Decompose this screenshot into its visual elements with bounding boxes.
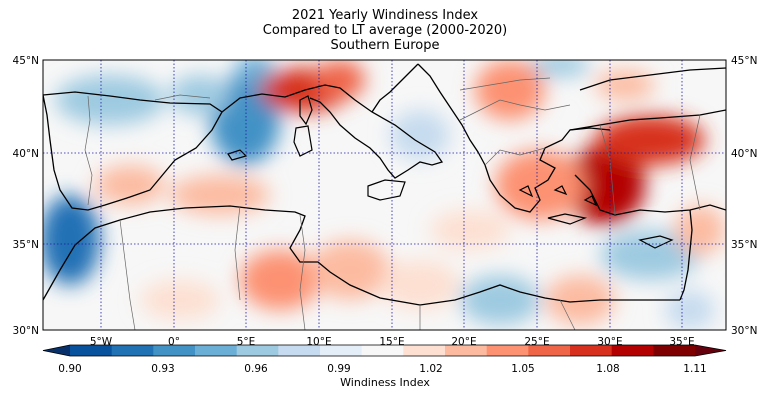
colorbar-swatch [528, 345, 571, 356]
colorbar-swatch [653, 345, 696, 356]
colorbar-tick: 1.11 [683, 363, 706, 375]
lat-labels-right: 45°N 40°N 35°N 30°N [731, 55, 757, 337]
coastlines [43, 63, 726, 306]
country-borders [84, 77, 701, 330]
colorbar-swatch [153, 345, 196, 356]
anomaly-high [310, 240, 390, 300]
anomaly-low [530, 60, 590, 77]
anomaly-high [240, 250, 320, 310]
lat-label: 30°N [731, 325, 757, 337]
colorbar-tick: 1.08 [596, 363, 619, 375]
colorbar-tick: 1.05 [511, 363, 534, 375]
colorbar [42, 344, 727, 357]
anomaly-high [430, 210, 510, 250]
colorbar-swatch [195, 345, 238, 356]
map-title: 2021 Yearly Windiness Index Compared to … [0, 8, 770, 53]
anomaly-high [545, 275, 615, 325]
colorbar-swatch [70, 345, 113, 356]
title-line-2: Compared to LT average (2000-2020) [262, 23, 508, 38]
colorbar-swatch [111, 345, 154, 356]
colorbar-swatch [278, 345, 321, 356]
anomaly-low [55, 75, 165, 125]
title-line-3: Southern Europe [330, 38, 440, 53]
anomaly-low [665, 290, 715, 330]
lat-label: 40°N [13, 148, 39, 160]
anomaly-high [95, 165, 165, 205]
anomaly-high [595, 70, 655, 100]
lat-label: 45°N [13, 55, 39, 67]
colorbar-swatch [361, 345, 404, 356]
colorbar-label: Windiness Index [340, 376, 430, 389]
lat-label: 35°N [731, 239, 757, 251]
anomaly-high [565, 145, 645, 225]
colorbar-swatch [486, 345, 529, 356]
colorbar-swatch [403, 345, 446, 356]
colorbar-ticks: 0.90 0.93 0.96 0.99 1.02 1.05 1.08 1.11 [58, 363, 706, 375]
colorbar-tick: 1.02 [419, 363, 442, 375]
lat-label: 35°N [13, 239, 39, 251]
lat-label: 30°N [13, 325, 39, 337]
anomaly-low [390, 110, 450, 160]
colorbar-extend-low [43, 345, 70, 356]
lon-label: 0° [168, 336, 180, 348]
colorbar-tick: 0.99 [327, 363, 350, 375]
anomaly-high [380, 260, 460, 310]
anomaly-low [170, 75, 230, 115]
anomaly-low [600, 230, 700, 280]
anomaly-high [315, 60, 365, 100]
colorbar-outline [42, 344, 727, 357]
map-area [43, 60, 726, 330]
anomaly-low [43, 195, 100, 285]
graticule [43, 60, 726, 330]
colorbar-tick: 0.93 [151, 363, 174, 375]
anomaly-low [460, 275, 540, 325]
colorbar-swatch [445, 345, 488, 356]
colorbar-swatch [236, 345, 279, 356]
colorbar-extend-high [695, 345, 726, 356]
title-line-1: 2021 Yearly Windiness Index [291, 8, 479, 23]
colorbar-swatch [570, 345, 613, 356]
anomaly-high [595, 115, 705, 165]
anomaly-high [475, 60, 545, 120]
colorbar-swatch [611, 345, 654, 356]
windiness-field [43, 60, 725, 330]
lat-label: 45°N [731, 55, 757, 67]
anomaly-low [235, 60, 275, 85]
lat-label: 40°N [731, 148, 757, 160]
colorbar-tick: 0.96 [244, 363, 268, 375]
anomaly-high [140, 280, 220, 320]
colorbar-swatch [320, 345, 363, 356]
lat-labels-left: 45°N 40°N 35°N 30°N [13, 55, 39, 337]
anomaly-high [675, 205, 725, 255]
map-frame [42, 59, 727, 331]
anomaly-high [170, 175, 270, 215]
colorbar-tick: 0.90 [58, 363, 81, 375]
